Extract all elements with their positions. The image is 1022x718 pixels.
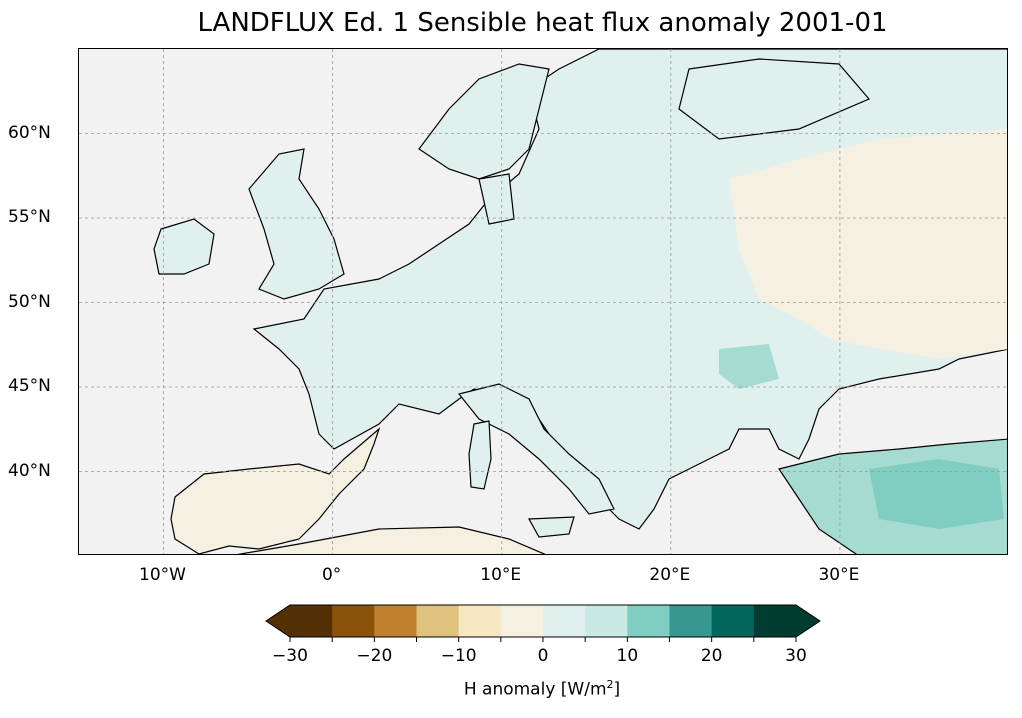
colorbar-tick-label: −10 — [440, 646, 477, 666]
map-frame — [78, 48, 1008, 555]
colorbar-label: H anomaly [W/m2] — [463, 678, 621, 700]
colorbar-extend-min — [266, 605, 290, 637]
colorbar-bin — [332, 605, 375, 637]
land-anatolia-dark — [869, 459, 1004, 529]
colorbar-bin — [711, 605, 755, 637]
land-layer — [153, 49, 1007, 554]
colorbar-bin — [627, 605, 670, 637]
lat-label-60: 60°N — [8, 122, 51, 143]
colorbar-bin — [543, 605, 586, 637]
colorbar-bin — [290, 605, 333, 637]
land-north-africa — [237, 526, 546, 554]
land-italy — [457, 383, 615, 515]
land-finland — [678, 58, 870, 140]
lat-label-55: 55°N — [8, 207, 51, 227]
lon-label-10e: 10°E — [480, 565, 522, 585]
land-east-cream — [729, 129, 1007, 359]
colorbar-tick-label: 20 — [700, 646, 723, 666]
colorbar-extend-max — [796, 605, 820, 637]
map-canvas — [79, 49, 1007, 554]
graticule — [79, 49, 1007, 554]
lon-label-10w: 10°W — [139, 565, 187, 585]
colorbar-tick-label: 30 — [785, 646, 807, 666]
colorbar-tick-label: −30 — [272, 646, 308, 666]
land-scandinavia — [418, 63, 550, 180]
lon-label-30e: 30°E — [818, 565, 860, 585]
land-britain — [248, 148, 345, 300]
land-iberia — [170, 427, 381, 554]
land-sicily — [528, 516, 575, 538]
lon-label-20e: 20°E — [649, 565, 691, 585]
map-title: LANDFLUX Ed. 1 Sensible heat flux anomal… — [197, 8, 888, 38]
colorbar-bin — [458, 605, 502, 637]
colorbar-bin — [500, 605, 544, 637]
colorbar-bin — [753, 605, 797, 637]
colorbar-outline — [265, 604, 821, 638]
lon-label-0: 0° — [321, 565, 342, 585]
land-hungary-teal — [719, 344, 779, 389]
colorbar-tick-label: −20 — [356, 646, 393, 666]
land-sardinia — [468, 420, 492, 490]
colorbar-bin — [416, 605, 460, 637]
colorbar-tick-label: 0 — [537, 646, 549, 666]
colorbar-bin — [374, 605, 417, 637]
land-denmark — [478, 173, 515, 225]
land-ireland — [153, 218, 215, 275]
lat-label-45: 45°N — [8, 376, 51, 396]
lat-label-50: 50°N — [8, 291, 51, 312]
colorbar-tick-label: 10 — [616, 646, 639, 666]
colorbar-bin — [669, 605, 713, 637]
lat-label-40: 40°N — [8, 460, 51, 481]
colorbar-bin — [585, 605, 628, 637]
